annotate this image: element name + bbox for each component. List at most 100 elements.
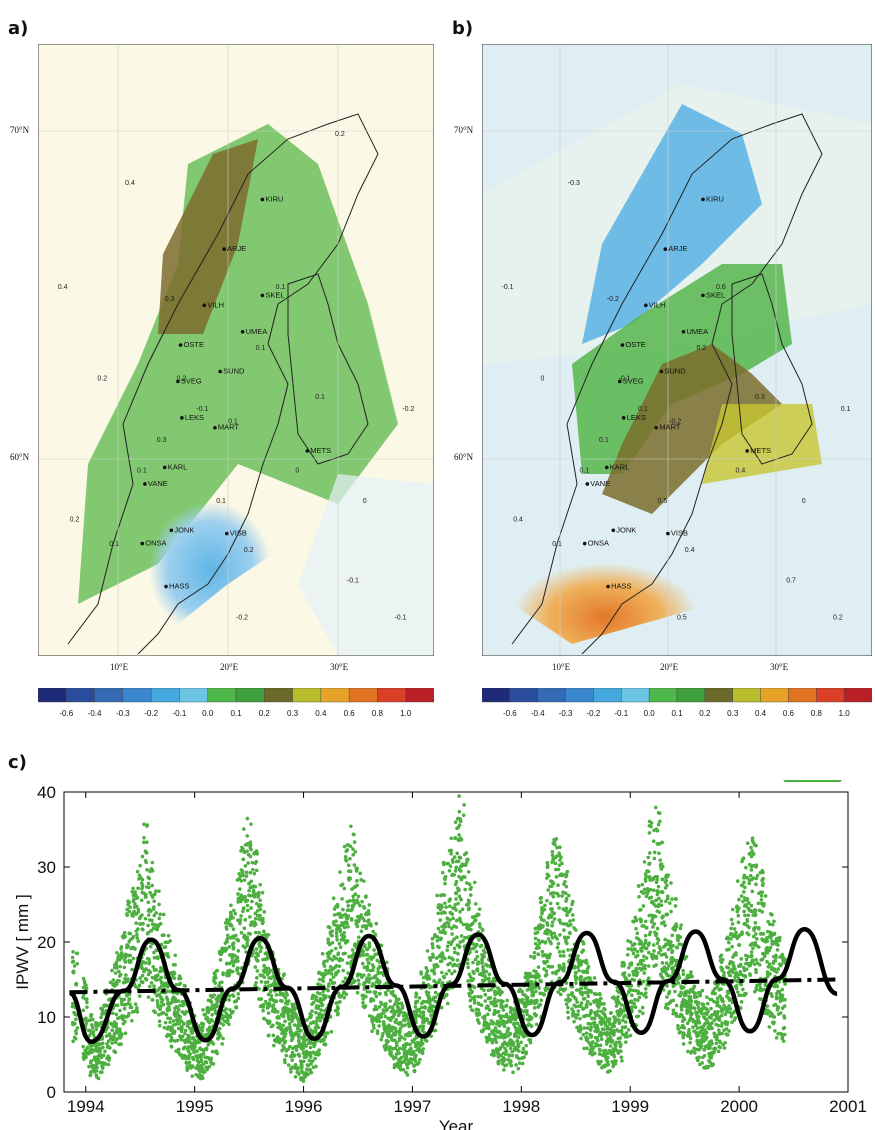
- data-point: [251, 867, 255, 872]
- data-point: [508, 1031, 513, 1036]
- data-point: [649, 821, 654, 825]
- data-point: [660, 921, 664, 926]
- station-label: KARL: [610, 462, 630, 471]
- data-point: [350, 948, 355, 952]
- data-point: [480, 927, 485, 932]
- data-point: [422, 1030, 427, 1035]
- data-point: [693, 1029, 697, 1034]
- data-point: [317, 1051, 322, 1056]
- data-point: [679, 990, 683, 995]
- data-point: [457, 838, 462, 843]
- data-point: [651, 943, 656, 947]
- station-label: JONK: [616, 525, 636, 534]
- data-point: [467, 882, 472, 886]
- data-point: [484, 1020, 489, 1025]
- data-point: [524, 1051, 528, 1056]
- data-point: [396, 1001, 401, 1006]
- data-point: [72, 1035, 77, 1040]
- data-point: [417, 996, 422, 1000]
- data-point: [156, 1012, 161, 1017]
- station-marker: [180, 416, 184, 420]
- data-point: [466, 979, 470, 983]
- data-point: [266, 1011, 271, 1015]
- data-point: [448, 918, 452, 922]
- data-point: [81, 985, 86, 990]
- data-point: [496, 1061, 501, 1066]
- data-point: [307, 1058, 312, 1063]
- data-point: [617, 1021, 622, 1025]
- data-point: [207, 1029, 211, 1034]
- contour-label: 0.6: [716, 284, 726, 291]
- data-point: [617, 1018, 621, 1022]
- data-point: [163, 940, 168, 945]
- data-point: [564, 873, 569, 878]
- data-point: [424, 974, 428, 979]
- data-point: [232, 908, 236, 913]
- station-marker: [202, 303, 207, 308]
- data-point: [702, 1005, 706, 1010]
- data-point: [275, 1009, 280, 1014]
- data-point: [550, 923, 554, 928]
- data-point: [344, 849, 349, 853]
- data-point: [420, 1001, 424, 1006]
- data-point: [235, 955, 240, 960]
- data-point: [340, 958, 345, 962]
- data-point: [362, 973, 366, 977]
- data-point: [588, 976, 592, 980]
- colorbar-tick-label: -0.3: [559, 709, 573, 718]
- data-point: [534, 969, 538, 974]
- data-point: [635, 998, 640, 1003]
- data-point: [651, 953, 655, 957]
- colorbar-tick-label: 0.8: [811, 709, 823, 718]
- data-point: [290, 1019, 294, 1023]
- colorbar-swatch: [788, 688, 817, 703]
- data-point: [681, 1035, 686, 1040]
- data-point: [689, 1049, 694, 1054]
- data-point: [584, 1005, 589, 1009]
- data-point: [99, 1015, 103, 1020]
- data-point: [403, 1054, 408, 1059]
- station-label: ARJE: [668, 244, 687, 253]
- data-point: [398, 1010, 402, 1015]
- data-point: [266, 984, 271, 988]
- data-point: [111, 1037, 116, 1042]
- data-point: [179, 1019, 184, 1024]
- data-point: [253, 884, 258, 889]
- data-point: [388, 999, 392, 1003]
- data-point: [450, 932, 454, 936]
- data-point: [438, 959, 443, 964]
- data-point: [466, 902, 470, 907]
- data-point: [454, 891, 458, 896]
- data-point: [588, 1002, 593, 1006]
- data-point: [213, 1050, 218, 1054]
- data-point: [125, 979, 130, 984]
- data-point: [370, 968, 375, 972]
- data-point: [496, 998, 501, 1003]
- station-label: VISB: [671, 529, 688, 538]
- data-point: [651, 839, 656, 843]
- data-point: [602, 1002, 606, 1006]
- data-point: [243, 918, 248, 922]
- station-marker: [618, 379, 622, 384]
- data-point: [626, 1027, 631, 1032]
- data-point: [656, 890, 660, 895]
- data-point: [585, 1026, 590, 1030]
- data-point: [231, 945, 236, 950]
- data-point: [185, 1061, 189, 1066]
- colorbar-swatch: [816, 688, 845, 703]
- data-point: [639, 890, 644, 894]
- data-point: [207, 1041, 212, 1045]
- data-point: [142, 840, 146, 845]
- data-point: [360, 993, 365, 998]
- data-point: [246, 938, 250, 942]
- data-point: [630, 1008, 634, 1013]
- data-point: [154, 968, 158, 972]
- data-point: [336, 951, 341, 955]
- data-point: [331, 966, 336, 971]
- data-point: [639, 991, 644, 996]
- data-point: [294, 1048, 299, 1052]
- data-point: [505, 998, 509, 1003]
- data-point: [260, 890, 265, 895]
- data-point: [557, 918, 562, 923]
- data-point: [245, 908, 250, 913]
